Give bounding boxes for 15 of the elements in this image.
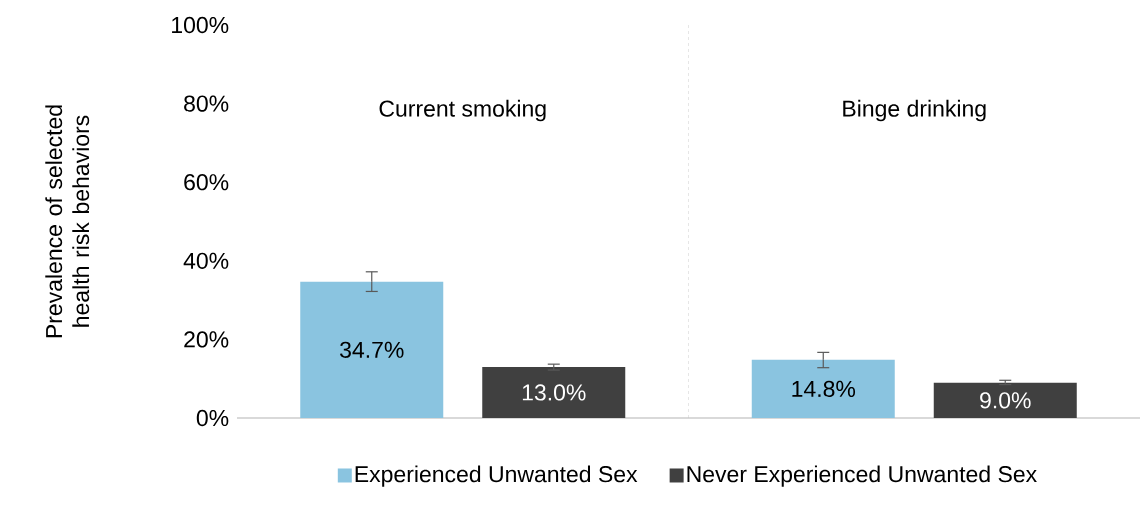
legend-label: Experienced Unwanted Sex [355, 465, 638, 487]
legend-label: Never Experienced Unwanted Sex [687, 465, 1037, 487]
y-axis-title: Prevalence of selected health risk behaviors [45, 105, 90, 338]
data-label: 13.0% [522, 384, 586, 401]
data-label: 9.0% [980, 392, 1031, 409]
data-label: 34.7% [340, 341, 404, 358]
x-tick-label: Binge drinking [843, 99, 986, 122]
y-tick-label: 0% [196, 409, 229, 427]
x-tick-label: Current smoking [379, 99, 546, 122]
y-tick-label: 60% [184, 174, 229, 191]
y-tick-label: 80% [184, 95, 229, 112]
y-tick-label: 40% [183, 252, 229, 269]
y-tick-label: 20% [184, 331, 229, 348]
data-label: 14.8% [792, 380, 856, 398]
y-tick-label: 100% [172, 16, 229, 34]
